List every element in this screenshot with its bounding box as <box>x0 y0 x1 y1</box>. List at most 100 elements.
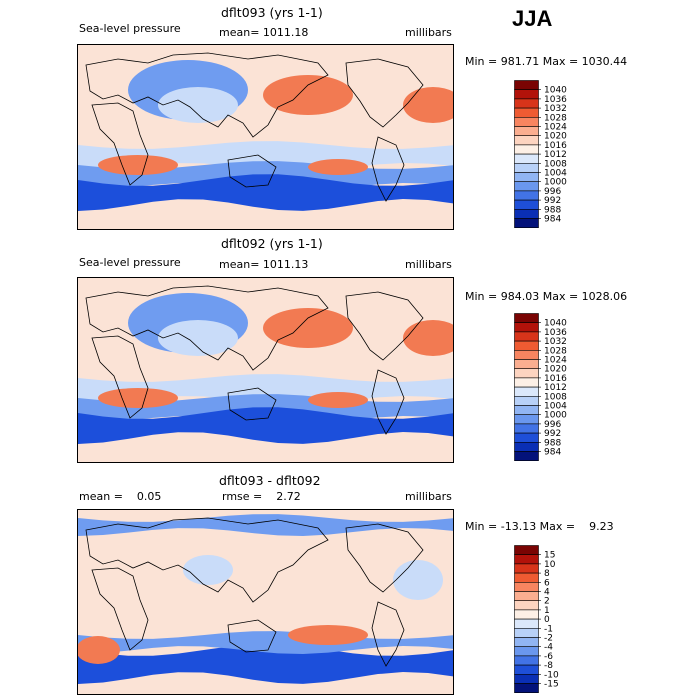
colorbar-label: -15 <box>544 680 559 690</box>
colorbar-swatch <box>514 563 539 574</box>
coastline <box>345 523 424 593</box>
colorbar-label: 0 <box>544 615 550 625</box>
colorbar-label: 1036 <box>544 328 567 338</box>
colorbar-swatch <box>514 600 539 611</box>
coastline <box>91 102 149 186</box>
colorbar-swatch <box>514 116 539 127</box>
map-svg <box>78 45 453 229</box>
colorbar-swatch <box>514 442 539 452</box>
colorbar-label: 4 <box>544 588 550 598</box>
indian-ocean-high <box>98 388 178 408</box>
colorbar-swatch <box>514 432 539 443</box>
colorbar-label: 988 <box>544 438 561 448</box>
colorbar-label: 984 <box>544 215 561 225</box>
panel-2-colorbar: 1040 1036 1032 1028 1024 1020 1016 1012 1008 1004… <box>514 313 584 464</box>
diff-high-pacific <box>288 625 368 645</box>
diff-arctic-band <box>78 514 453 536</box>
colorbar-label: 1028 <box>544 113 567 123</box>
panel-1-colorbar: 1040 1036 1032 1028 1024 1020 1016 1012 1008 1004… <box>514 80 584 231</box>
colorbar-swatch <box>514 209 539 219</box>
colorbar-swatch <box>514 414 539 425</box>
colorbar-label: 1008 <box>544 159 567 169</box>
colorbar-label: 1024 <box>544 123 567 133</box>
panel-2-units: millibars <box>405 258 452 271</box>
panel-1-variable: Sea-level pressure <box>79 22 181 35</box>
colorbar-svg: 1040103610321028102410201016101210081004… <box>514 80 567 228</box>
colorbar-swatch <box>514 331 539 342</box>
colorbar-label: 1036 <box>544 95 567 105</box>
diff-asia-low <box>183 555 233 585</box>
colorbar-swatch <box>514 126 539 136</box>
colorbar-label: 996 <box>544 187 561 197</box>
panel-3-title: dflt093 - dflt092 <box>219 473 321 488</box>
coastline <box>85 52 329 138</box>
colorbar-swatch <box>514 359 539 369</box>
colorbar-label: 10 <box>544 560 556 570</box>
colorbar-label: 1028 <box>544 346 567 356</box>
colorbar-swatch <box>514 545 539 555</box>
panel-1-units: millibars <box>405 26 452 39</box>
colorbar-swatch <box>514 190 539 201</box>
colorbar-swatch <box>514 423 539 434</box>
colorbar-swatch <box>514 153 539 164</box>
coastline <box>227 387 277 421</box>
colorbar-swatch <box>514 89 539 100</box>
colorbar-swatch <box>514 451 539 461</box>
colorbar-label: -6 <box>544 652 553 662</box>
colorbar-swatch <box>514 349 539 360</box>
colorbar-label: 1004 <box>544 169 567 179</box>
colorbar-swatch <box>514 554 539 565</box>
colorbar-swatch <box>514 386 539 397</box>
colorbar-label: 1020 <box>544 365 567 375</box>
colorbar-swatch <box>514 572 539 583</box>
colorbar-swatch <box>514 107 539 118</box>
colorbar-label: 1012 <box>544 150 567 160</box>
colorbar-swatch <box>514 135 539 146</box>
panel-3-units: millibars <box>405 490 452 503</box>
colorbar-label: 1012 <box>544 383 567 393</box>
colorbar-swatch <box>514 199 539 210</box>
colorbar-swatch <box>514 313 539 323</box>
diff-southern-low <box>78 644 453 684</box>
panel-3-colorbar: 15 10 8 6 4 2 1 0 -1 -2 -4 -6 -8 -10 -15 <box>514 545 584 696</box>
panel-2-map <box>77 277 454 463</box>
south-pacific-high <box>308 392 368 408</box>
colorbar-label: 996 <box>544 420 561 430</box>
panel-1-map <box>77 44 454 230</box>
colorbar-label: 1040 <box>544 319 567 329</box>
colorbar-swatch <box>514 377 539 388</box>
colorbar-swatch <box>514 396 539 406</box>
colorbar-swatch <box>514 618 539 629</box>
colorbar-label: 1016 <box>544 141 567 151</box>
panel-3-map <box>77 509 454 695</box>
colorbar-swatch <box>514 322 539 333</box>
colorbar-label: 1040 <box>544 86 567 96</box>
coastline <box>345 58 424 128</box>
coastline <box>345 291 424 361</box>
panel-2-minmax: Min = 984.03 Max = 1028.06 <box>465 290 628 303</box>
indian-ocean-high <box>98 155 178 175</box>
coastline <box>371 601 405 667</box>
colorbar-label: -4 <box>544 643 553 653</box>
coastline <box>227 154 277 188</box>
colorbar-label: 1024 <box>544 356 567 366</box>
panel-3-minmax: Min = -13.13 Max = 9.23 <box>465 520 614 533</box>
colorbar-swatch <box>514 674 539 684</box>
map-svg <box>78 510 453 694</box>
colorbar-swatch <box>514 591 539 601</box>
colorbar-swatch <box>514 181 539 192</box>
colorbar-swatch <box>514 655 539 666</box>
colorbar-swatch <box>514 368 539 379</box>
diff-atlantic-low <box>393 560 443 600</box>
asian-low-edge <box>158 320 238 356</box>
colorbar-swatch <box>514 340 539 351</box>
diff-southern-mid <box>78 631 453 654</box>
coastline <box>371 136 405 202</box>
colorbar-label: 2 <box>544 597 550 607</box>
colorbar-swatch <box>514 163 539 173</box>
colorbar-label: 1016 <box>544 374 567 384</box>
coastline <box>91 335 149 419</box>
colorbar-label: 1004 <box>544 402 567 412</box>
coastline <box>227 619 277 653</box>
colorbar-label: 1020 <box>544 132 567 142</box>
